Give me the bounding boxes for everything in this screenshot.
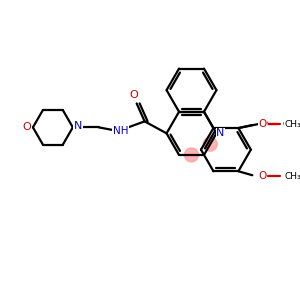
- Text: O: O: [258, 119, 266, 129]
- Circle shape: [203, 137, 217, 151]
- Text: N: N: [216, 128, 225, 138]
- Text: NH: NH: [113, 126, 128, 136]
- Text: O: O: [259, 119, 268, 129]
- Text: N: N: [74, 122, 82, 131]
- Text: O: O: [258, 171, 266, 181]
- Text: CH₃: CH₃: [282, 120, 299, 129]
- Text: CH₃: CH₃: [285, 120, 300, 129]
- Text: O: O: [22, 122, 31, 132]
- Text: CH₃: CH₃: [285, 172, 300, 181]
- Text: O: O: [129, 90, 138, 100]
- Circle shape: [184, 148, 199, 162]
